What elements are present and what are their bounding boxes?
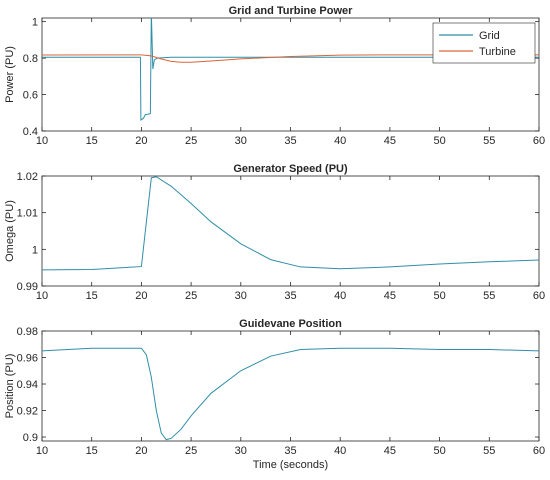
legend-label-turbine: Turbine	[479, 46, 516, 58]
y-tick-label: 0.96	[17, 353, 38, 365]
axes-box	[41, 175, 540, 287]
chart-title: Grid and Turbine Power	[229, 5, 354, 17]
y-tick-label: 0.94	[17, 379, 38, 391]
series-line-grid	[42, 18, 539, 122]
x-tick-label: 20	[135, 445, 147, 457]
x-tick-label: 20	[135, 135, 147, 147]
x-tick-label: 45	[384, 290, 396, 302]
y-tick-label: 1	[32, 17, 38, 29]
y-axis-label: Power (PU)	[4, 46, 16, 103]
x-tick-label: 50	[433, 445, 445, 457]
x-tick-label: 10	[36, 290, 48, 302]
x-tick-label: 40	[334, 135, 346, 147]
y-tick-label: 1.02	[17, 171, 38, 183]
x-tick-label: 50	[433, 290, 445, 302]
x-tick-label: 15	[86, 135, 98, 147]
axes-box	[41, 330, 540, 442]
x-tick-label: 40	[334, 445, 346, 457]
x-tick-label: 20	[135, 290, 147, 302]
chart-panel-2: 10 15 20 25 30 35 40 45 50 55 60 0.99 1 1.01 1.02 Gener…	[4, 163, 545, 302]
y-tick-label: 0.98	[17, 326, 38, 338]
x-tick-label: 10	[36, 135, 48, 147]
y-tick-label: 0.6	[23, 90, 38, 102]
x-tick-label: 55	[483, 290, 495, 302]
legend-label-grid: Grid	[479, 30, 500, 42]
series-line-1	[42, 176, 539, 271]
y-tick-label: 0.92	[17, 406, 38, 418]
x-tick-label: 60	[533, 135, 545, 147]
x-tick-label: 50	[433, 135, 445, 147]
x-tick-label: 35	[284, 135, 296, 147]
chart-panel-3: 10 15 20 25 30 35 40 45 50 55 60 0.9 0.92 0.94 0.96 0.9…	[4, 318, 545, 471]
x-tick-label: 45	[384, 445, 396, 457]
x-tick-label: 60	[533, 445, 545, 457]
series-group	[42, 347, 539, 441]
x-tick-label: 15	[86, 290, 98, 302]
x-tick-label: 55	[483, 445, 495, 457]
x-tick-label: 60	[533, 290, 545, 302]
x-tick-label: 25	[185, 290, 197, 302]
x-tick-label: 10	[36, 445, 48, 457]
y-tick-label: 1	[32, 244, 38, 256]
y-tick-label: 0.9	[23, 432, 38, 444]
y-axis-label: Position (PU)	[4, 354, 16, 419]
y-tick-label: 0.99	[17, 281, 38, 293]
series-group	[42, 18, 539, 122]
series-line-turbine	[42, 54, 539, 63]
chart-panel-1: 10 15 20 25 30 35 40 45 50 55 60 0.4 0.6 0.8 1 Grid and…	[4, 5, 545, 147]
series-group	[42, 176, 539, 271]
chart-title: Generator Speed (PU)	[233, 163, 348, 175]
y-axis-label: Omega (PU)	[4, 200, 16, 262]
y-tick-label: 1.01	[17, 208, 38, 220]
x-tick-label: 30	[235, 135, 247, 147]
x-tick-label: 45	[384, 135, 396, 147]
y-tick-label: 0.4	[23, 126, 38, 138]
series-line-1	[42, 347, 539, 441]
x-axis-label: Time (seconds)	[253, 459, 328, 471]
legend: Grid Turbine	[432, 22, 536, 64]
x-tick-label: 25	[185, 445, 197, 457]
x-tick-label: 40	[334, 290, 346, 302]
x-tick-label: 15	[86, 445, 98, 457]
y-tick-label: 0.8	[23, 53, 38, 65]
x-tick-label: 55	[483, 135, 495, 147]
legend-box	[432, 22, 536, 64]
chart-title: Guidevane Position	[239, 318, 342, 330]
x-tick-label: 35	[284, 445, 296, 457]
x-tick-label: 25	[185, 135, 197, 147]
x-tick-label: 30	[235, 445, 247, 457]
x-tick-label: 35	[284, 290, 296, 302]
x-tick-label: 30	[235, 290, 247, 302]
